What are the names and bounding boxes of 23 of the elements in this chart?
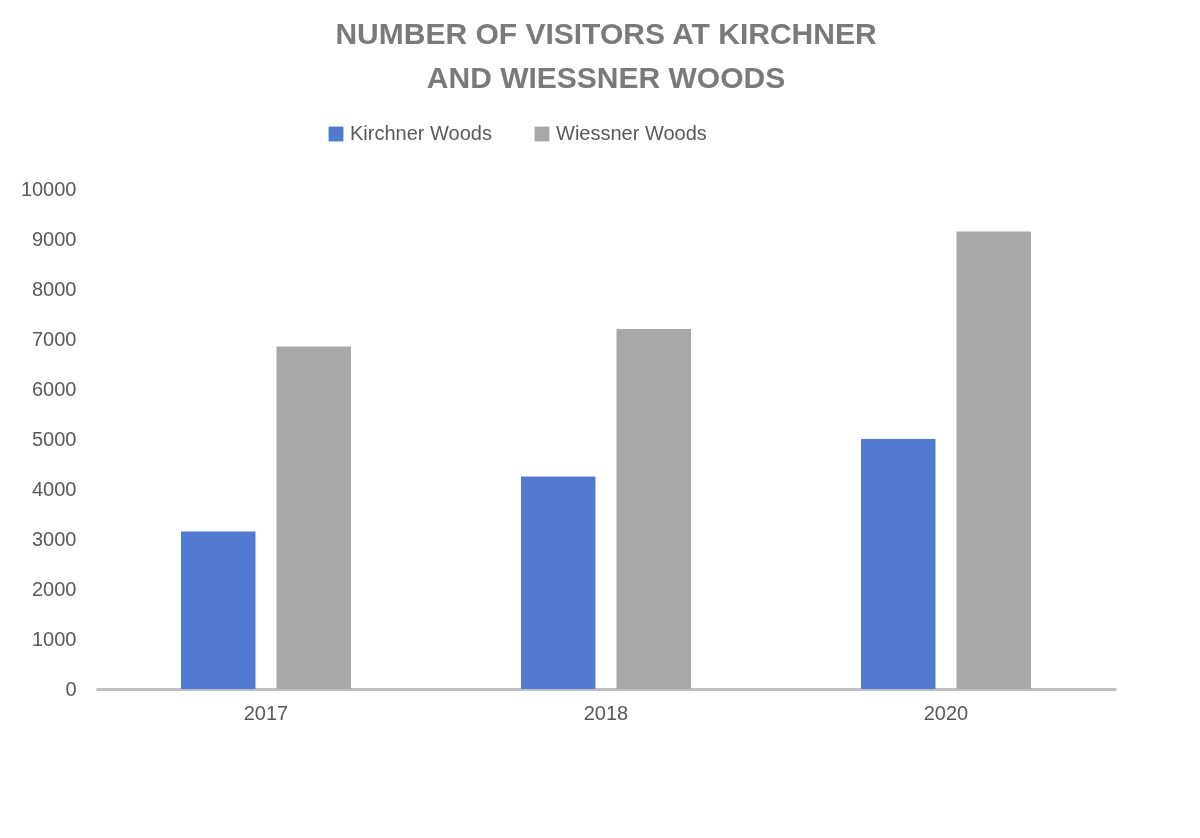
legend-label: Kirchner Woods bbox=[350, 122, 492, 144]
y-tick-label: 1000 bbox=[32, 627, 77, 650]
bar bbox=[956, 231, 1031, 689]
bar bbox=[616, 329, 691, 689]
chart-title: NUMBER OF VISITORS AT KIRCHNER AND WIESSNER WOODS bbox=[335, 17, 877, 94]
y-tick-label: 7000 bbox=[32, 327, 77, 350]
legend-label: Wiessner Woods bbox=[556, 122, 707, 144]
y-tick-label: 6000 bbox=[32, 377, 77, 400]
y-tick-label: 9000 bbox=[32, 227, 77, 250]
y-tick-label: 0 bbox=[65, 677, 77, 700]
x-tick-label: 2020 bbox=[923, 701, 969, 724]
x-tick-label: 2017 bbox=[243, 701, 289, 724]
y-tick-label: 8000 bbox=[32, 277, 77, 300]
y-tick-label: 4000 bbox=[32, 477, 77, 500]
bar bbox=[861, 439, 936, 689]
y-tick-label: 5000 bbox=[32, 427, 77, 450]
y-tick-label: 10000 bbox=[20, 177, 77, 200]
bar bbox=[181, 531, 256, 689]
bar bbox=[276, 346, 351, 689]
y-tick-label: 2000 bbox=[32, 577, 77, 600]
x-tick-label: 2018 bbox=[583, 701, 629, 724]
bar bbox=[521, 476, 596, 689]
y-tick-label: 3000 bbox=[32, 527, 77, 550]
